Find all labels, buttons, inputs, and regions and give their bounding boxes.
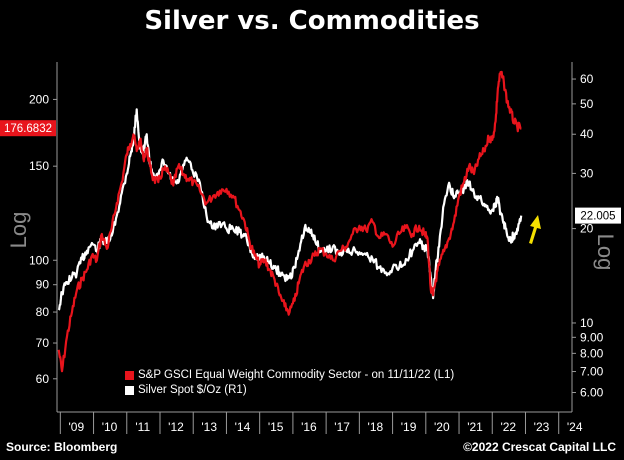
right-tick-label: 50 [580, 97, 594, 111]
left-tick-label: 90 [36, 278, 50, 292]
silver-last-value: 22.005 [580, 211, 615, 223]
x-tick-label: '12 [168, 420, 184, 434]
last-value-markers: 176.6832 22.005 [0, 120, 621, 224]
x-tick-label: '19 [401, 420, 417, 434]
left-tick-label: 150 [29, 159, 49, 173]
left-tick-label: 60 [36, 372, 50, 386]
left-tick-label: 200 [29, 92, 49, 106]
x-tick-label: '21 [467, 420, 483, 434]
x-tick-label: '15 [268, 420, 284, 434]
copyright-note: ©2022 Crescat Capital LLC [463, 440, 616, 454]
x-tick-label: '20 [434, 420, 450, 434]
right-tick-label: 9.00 [580, 330, 604, 344]
x-tick-label: '17 [334, 420, 350, 434]
commodity-last-value-box [0, 120, 56, 137]
x-tick-label: '10 [102, 420, 118, 434]
x-axis: '09 '10 '11 '12 '13 '14 '15 '16 '17 '18 '19 '20 '21 '… [59, 412, 583, 434]
series-line-silver [57, 108, 523, 311]
legend-label-silver: Silver Spot $/Oz (R1) [138, 384, 247, 396]
legend-item-commodity: S&P GSCI Equal Weight Commodity Sector -… [125, 368, 454, 383]
yellow-arrow-icon [529, 215, 541, 244]
chart-title: Silver vs. Commodities [144, 6, 480, 36]
x-tick-label: '18 [368, 420, 384, 434]
right-tick-label: 10 [580, 316, 594, 330]
right-tick-label: 7.00 [580, 365, 604, 379]
plot-lines [57, 70, 523, 373]
right-axis-label: Log [593, 234, 618, 271]
right-tick-label: 30 [580, 166, 594, 180]
x-tick-label: '14 [235, 420, 251, 434]
left-tick-label: 100 [29, 253, 49, 267]
right-tick-label: 6.00 [580, 386, 604, 400]
left-axis: 60 70 80 90 100 150 200 [29, 92, 57, 386]
x-tick-label: '13 [201, 420, 217, 434]
source-note: Source: Bloomberg [6, 440, 118, 454]
series-line-commodity [57, 70, 522, 373]
x-tick-label: '16 [301, 420, 317, 434]
commodity-last-value: 176.6832 [4, 123, 52, 135]
x-tick-label: '24 [567, 420, 583, 434]
right-tick-label: 20 [580, 222, 594, 236]
right-tick-label: 40 [580, 127, 594, 141]
left-axis-label: Log [6, 212, 31, 249]
right-tick-label: 8.00 [580, 346, 604, 360]
x-tick-label: '23 [534, 420, 550, 434]
x-tick-label: '11 [135, 420, 150, 434]
legend: S&P GSCI Equal Weight Commodity Sector -… [125, 368, 454, 398]
left-tick-label: 70 [36, 336, 50, 350]
legend-item-silver: Silver Spot $/Oz (R1) [125, 383, 454, 398]
left-tick-label: 80 [36, 305, 50, 319]
x-tick-label: '09 [69, 420, 85, 434]
legend-swatch-commodity [125, 371, 134, 380]
legend-swatch-silver [125, 386, 134, 395]
legend-label-commodity: S&P GSCI Equal Weight Commodity Sector -… [138, 369, 455, 381]
x-tick-label: '22 [500, 420, 516, 434]
silver-last-value-box [575, 207, 621, 224]
right-tick-label: 60 [580, 72, 594, 86]
